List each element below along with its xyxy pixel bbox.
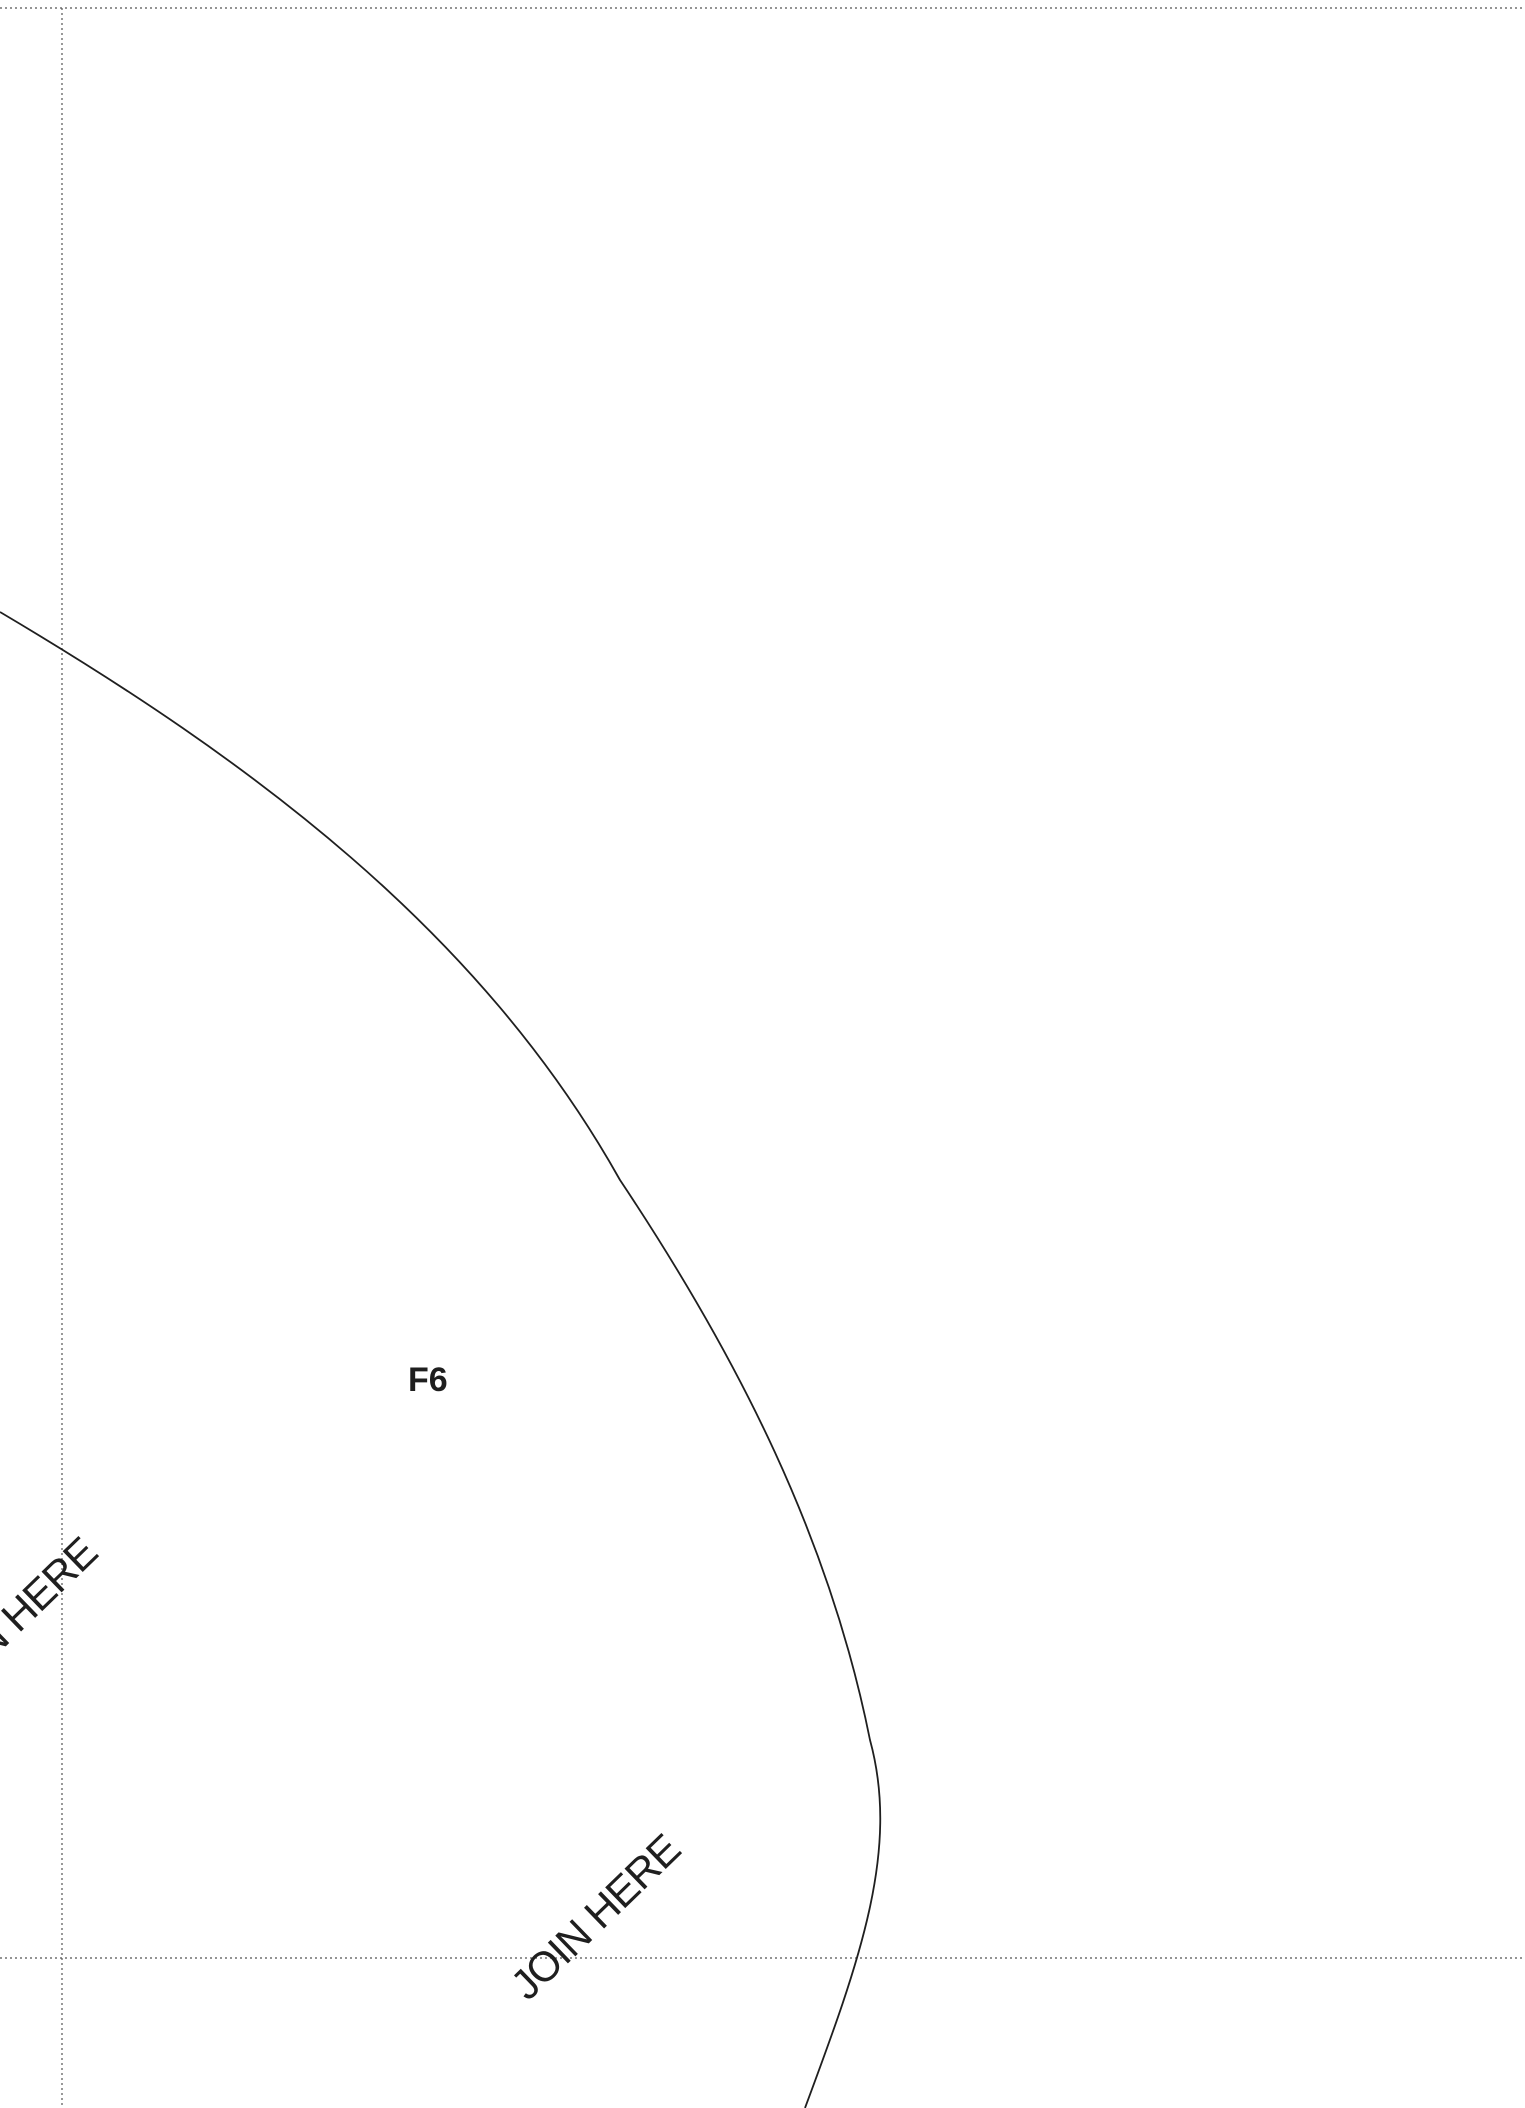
piece-label: F6 xyxy=(408,1361,448,1399)
join-here-bottom: JOIN HERE xyxy=(502,1825,689,2008)
join-here-left: JOIN HERE xyxy=(0,1528,106,1711)
pattern-cut-line xyxy=(0,611,882,2108)
